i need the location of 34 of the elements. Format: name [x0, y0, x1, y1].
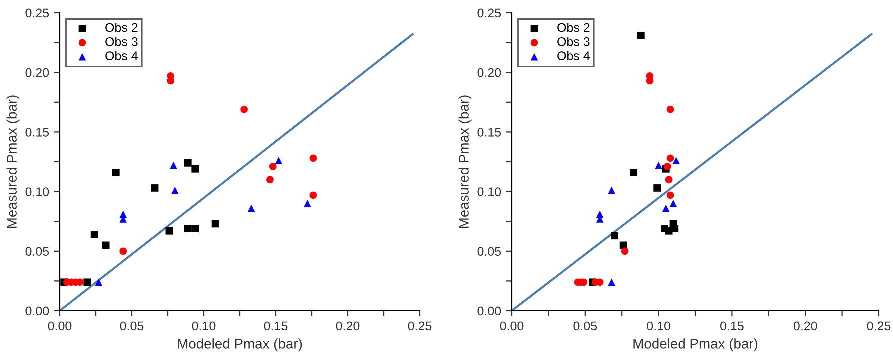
x-tick-label: 0.05 — [120, 322, 144, 331]
x-tick-label: 0.10 — [192, 322, 216, 331]
y-tick-label: 0.15 — [26, 128, 50, 137]
y-tick-label: 0.05 — [478, 247, 502, 256]
x-axis-title: Modeled Pmax (bar) — [634, 338, 758, 352]
legend-label: Obs 3 — [106, 37, 138, 46]
legend-label: Obs 3 — [558, 37, 590, 46]
legend-label: Obs 2 — [558, 23, 590, 32]
y-tick-label: 0.10 — [478, 188, 502, 196]
x-tick-label: 0.10 — [647, 322, 670, 331]
y-tick-label: 0.20 — [26, 68, 50, 78]
legend-label: Obs 2 — [106, 23, 138, 32]
legend-label: Obs 4 — [558, 51, 590, 60]
y-axis-title: Measured Pmax (bar) — [6, 96, 20, 228]
y-tick-label: 0.25 — [26, 8, 50, 18]
x-tick-label: 0.25 — [408, 322, 432, 331]
y-tick-label: 0.25 — [478, 8, 502, 18]
y-tick-label: 0.00 — [26, 306, 50, 316]
x-axis-title: Modeled Pmax (bar) — [178, 338, 302, 352]
x-tick-label: 0.05 — [574, 322, 598, 331]
y-tick-label: 0.15 — [478, 128, 502, 137]
y-tick-label: 0.05 — [26, 247, 50, 256]
y-axis-title: Measured Pmax (bar) — [458, 96, 472, 228]
x-tick-label: 0.00 — [48, 322, 72, 331]
x-tick-label: 0.20 — [336, 322, 360, 331]
x-tick-label: 0.20 — [794, 322, 818, 331]
x-tick-label: 0.00 — [500, 322, 524, 331]
x-tick-label: 0.15 — [264, 322, 288, 331]
y-tick-label: 0.00 — [478, 306, 502, 316]
x-tick-label: 0.15 — [720, 322, 744, 331]
y-tick-label: 0.20 — [478, 68, 502, 78]
legend-label: Obs 4 — [106, 51, 138, 60]
x-tick-label: 0.25 — [867, 322, 891, 331]
y-tick-label: 0.10 — [26, 188, 50, 196]
